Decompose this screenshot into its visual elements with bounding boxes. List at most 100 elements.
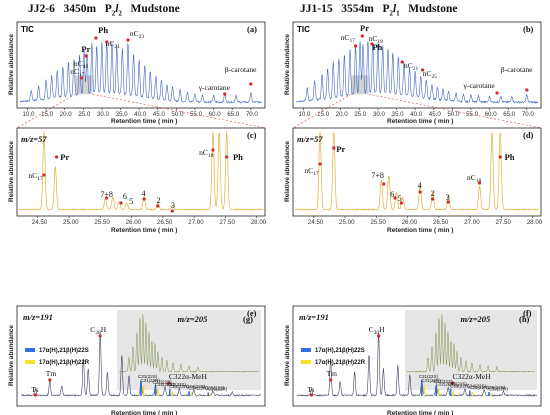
marker-nc17-c <box>42 173 46 177</box>
label-beta-carotane-a: β-carotane <box>225 65 257 74</box>
m57-tick-label-c: 27.50 <box>219 219 235 226</box>
marker-pr-b <box>360 34 364 38</box>
marker-pr-a <box>84 54 88 58</box>
m191-x-axis-label-f: Retention time ( min ) <box>387 410 453 415</box>
marker-6-d <box>393 196 397 200</box>
label-ts-f: Ts <box>307 385 314 394</box>
m191-trace-f <box>296 333 538 397</box>
label-2-c: 2 <box>157 196 161 205</box>
tic-label-a: TIC <box>21 25 34 34</box>
inset-mz-label-h: m/z=205 <box>460 314 491 324</box>
inset-trace-g <box>119 313 260 373</box>
m57-panel-c: m/z=57 (c) 24.50 25.00 25.50 26.00 26.50 27.00 2… <box>8 130 267 234</box>
homohopane-label-e: C34(22S) <box>186 384 206 389</box>
marker-nc21-b <box>400 60 404 64</box>
label-6-c: 6 <box>123 192 127 201</box>
legend-label-e: 17α(H),21β(H)22S <box>39 348 89 354</box>
marker-nc18-d <box>477 181 482 185</box>
label-nc17-b: nC17 <box>341 33 356 44</box>
label-c30h-f: C30H <box>369 325 386 336</box>
tic-tick-label-b: 50.0 <box>447 111 460 118</box>
tic-tick-label-b: 20.0 <box>336 111 349 118</box>
homohopane-label-f: C35(22S) <box>486 385 506 390</box>
tic-tick-label-a: 35.0 <box>116 111 129 118</box>
legend-label-f: 17α(H),21β(H)22S <box>315 348 365 354</box>
inset-peak-marker-h <box>450 381 455 385</box>
header-left: JJ2-6 3450m P2l2 Mudstone <box>28 3 180 17</box>
header-left-depth: 3450m <box>63 3 97 15</box>
marker-nc17-a <box>79 76 84 80</box>
header-right: JJ1-15 3554m P2l1 Mudstone <box>300 3 458 17</box>
header-right-formation-var-sub: 1 <box>396 9 400 18</box>
tic-trace-b <box>295 40 539 104</box>
panel-letter-g: (g) <box>243 314 253 324</box>
homohopane-label-f: C31(22R) <box>421 378 441 383</box>
marker-7plus8-d <box>382 182 386 186</box>
tic-tick-label-a: 60.0 <box>209 111 222 118</box>
marker-nc25-b <box>420 68 425 72</box>
homohopane-label-f: C31(22S) <box>419 374 439 379</box>
marker-gamma-a <box>223 92 227 96</box>
m57-tick-label-d: 24.50 <box>308 219 324 226</box>
label-pr-d: Pr <box>336 144 345 154</box>
tic-tick-label-a: 15.0 <box>41 111 54 118</box>
tic-frame-a <box>16 21 266 109</box>
zoom-connector-left-a <box>16 93 76 129</box>
homohopane-label-f: C33(22S) <box>448 382 468 387</box>
marker-gamma-b <box>495 91 499 95</box>
marker-ph-c <box>225 155 229 159</box>
label-3-c: 3 <box>171 201 175 210</box>
m191-panel-e: m/z=205 (g) C322α-MeH C31(22S)C31(22R)C32(2… <box>8 308 262 415</box>
zoom-connector-right-b <box>368 93 542 129</box>
tic-tick-label-b: 65.0 <box>503 111 516 118</box>
label-nc18-c: nC18 <box>199 148 214 159</box>
m57-tick-label-d: 26.00 <box>402 219 418 226</box>
marker-nc23-a <box>126 38 130 42</box>
label-4-d: 4 <box>418 181 422 190</box>
panel-letter-e: (e) <box>247 308 257 318</box>
header-right-well: JJ1-15 <box>300 3 333 15</box>
label-2-d: 2 <box>431 189 435 198</box>
m57-y-axis-label-d: Relative abundance <box>284 141 291 202</box>
marker-ts-e <box>33 393 38 397</box>
label-nc17-d: nC17 <box>304 166 319 177</box>
inset-background-h <box>405 310 537 390</box>
tic-tick-label-a: 70.0 <box>246 111 259 118</box>
label-nc17-c: nC17 <box>28 171 43 182</box>
homohopane-label-f: C33(22R) <box>450 384 470 389</box>
legend-swatch-f <box>301 348 311 352</box>
header-right-formation-var: l <box>392 3 397 15</box>
label-5-c: 5 <box>129 197 133 206</box>
m57-trace-d <box>294 131 539 211</box>
tic-label-b: TIC <box>297 25 310 34</box>
marker-nc17-b <box>353 44 358 48</box>
m191-frame-f <box>292 305 542 407</box>
marker-ph-a <box>94 36 98 40</box>
homohopane-label-f: C32(22R) <box>436 382 456 387</box>
m57-frame-c <box>16 127 266 217</box>
label-nc18-b: nC18 <box>369 34 384 45</box>
tic-tick-label-a: 65.0 <box>227 111 240 118</box>
marker-nc21-a <box>105 40 109 44</box>
marker-3-c <box>170 209 174 213</box>
marker-ts-f <box>309 393 313 397</box>
marker-3-d <box>446 200 450 204</box>
m57-tick-label-d: 27.00 <box>464 219 480 226</box>
legend-swatch-e <box>25 348 35 352</box>
label-7plus8-c: 7+8 <box>100 190 113 199</box>
homohopane-label-e: C35(22R) <box>208 386 228 391</box>
m57-x-axis-label-d: Retention time ( min ) <box>387 227 453 234</box>
m57-frame-d <box>292 127 542 217</box>
marker-c30h-f <box>377 334 381 338</box>
marker-2-c <box>156 204 160 208</box>
m57-y-axis-label-c: Relative abundance <box>8 141 15 202</box>
marker-ph-b <box>370 42 374 46</box>
homohopane-label-f: C34(22S) <box>467 384 487 389</box>
header-right-lithology: Mudstone <box>408 3 458 15</box>
m57-tick-label-d: 25.00 <box>339 219 355 226</box>
label-ph-b: Ph <box>372 42 382 52</box>
tic-tick-label-b: 25.0 <box>354 111 367 118</box>
homohopane-label-e: C35(22S) <box>205 386 225 391</box>
label-nc21-b: nC21 <box>404 61 419 72</box>
